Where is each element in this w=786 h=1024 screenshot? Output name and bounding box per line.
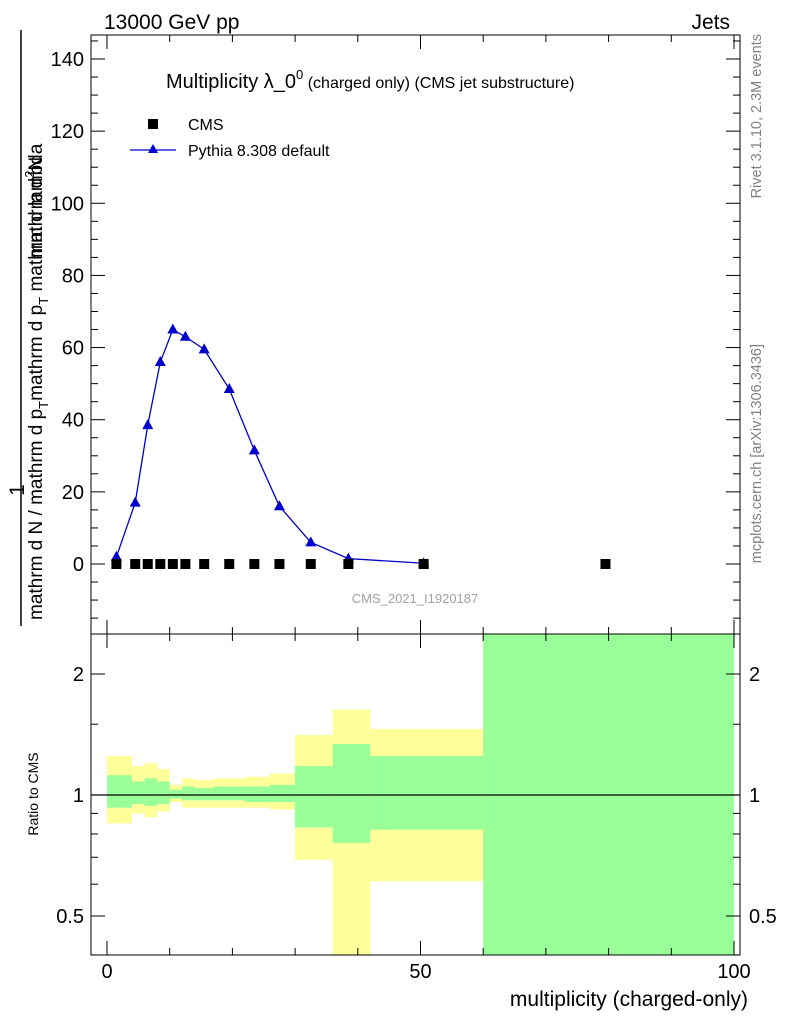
cms-point [305, 559, 316, 569]
ratio-band-green [107, 775, 120, 808]
analysis-watermark: CMS_2021_I1920187 [352, 591, 479, 606]
legend-cms-label: CMS [188, 117, 224, 134]
cms-point [167, 559, 178, 569]
cms-point [130, 559, 141, 569]
main-plot-panel: 0 20 40 60 80 100 120 140 Multiplicity λ_00 (ch… [6, 30, 741, 635]
main-ytick-label: 100 [51, 193, 84, 215]
pythia-point [154, 356, 166, 366]
x-axis-label: multiplicity (charged-only) [510, 988, 748, 1011]
ratio-xtick-label: 100 [717, 961, 750, 983]
ratio-ytick-label-right: 1 [749, 785, 760, 807]
ratio-band-green [213, 786, 245, 801]
ratio-band-green [370, 756, 484, 830]
pythia-point [110, 550, 122, 561]
ratio-band-green [244, 786, 271, 803]
cms-point [224, 559, 235, 569]
ratio-band-green [157, 781, 170, 804]
y-label-numerator: mathrm d2N [22, 157, 47, 258]
y-label-prefactor: 1 [6, 484, 29, 496]
ratio-band-green [132, 781, 145, 804]
cms-point [111, 559, 122, 569]
mcplots-label: mcplots.cern.ch [arXiv:1306.3436] [749, 344, 765, 563]
ratio-band-green [119, 775, 133, 808]
cms-point [249, 559, 260, 569]
cms-point [142, 559, 153, 569]
main-ytick-label: 20 [62, 482, 84, 504]
cms-point [199, 559, 210, 569]
pythia-point [305, 536, 317, 547]
ratio-ytick-label-right: 0.5 [749, 906, 777, 928]
header-energy-label: 13000 GeV pp [104, 11, 239, 34]
main-ytick-label: 140 [51, 49, 84, 71]
pythia-point [198, 343, 210, 354]
pythia-point [248, 444, 260, 455]
main-y-axis-ticks: 0 20 40 60 80 100 120 140 [51, 35, 740, 634]
pythia-point [167, 323, 179, 334]
ratio-ytick-label-left: 0.5 [56, 906, 84, 928]
main-plot-marks [110, 323, 611, 569]
cms-point [418, 559, 429, 569]
main-ytick-label: 0 [73, 554, 84, 576]
y-label-denominator: mathrm d N / mathrm d pTmathrm d pT math… [26, 143, 51, 620]
main-y-axis-label: 1 mathrm d N / mathrm d pTmathrm d pT ma… [6, 30, 51, 626]
pythia-point [273, 500, 285, 511]
plot-title: Multiplicity λ_00 (charged only) (CMS je… [166, 67, 574, 93]
pythia-point [179, 330, 191, 341]
pythia-point [129, 496, 141, 507]
header-process-label: Jets [691, 11, 730, 34]
cms-point [600, 559, 611, 569]
ratio-y-axis-label: Ratio to CMS [25, 752, 41, 835]
ratio-band-green [144, 778, 158, 806]
cms-point [180, 559, 191, 569]
legend: CMS Pythia 8.308 default [130, 117, 330, 160]
ratio-band-green [169, 789, 183, 799]
ratio-plot-bands [91, 634, 740, 955]
ratio-band-green [332, 743, 371, 843]
legend-cms-marker [148, 119, 158, 129]
ratio-band-green [295, 766, 333, 828]
ratio-ytick-label-left: 1 [73, 785, 84, 807]
ratio-band-green [194, 788, 214, 801]
main-ytick-label: 80 [62, 265, 84, 287]
main-ytick-label: 120 [51, 121, 84, 143]
ratio-ytick-label-right: 2 [749, 664, 760, 686]
ratio-xtick-label: 50 [409, 961, 431, 983]
ratio-ytick-label-left: 2 [73, 664, 84, 686]
ratio-band-green [182, 786, 195, 801]
legend-pythia-label: Pythia 8.308 default [188, 143, 330, 160]
ratio-axis-ticks: 0.5 0.5 1 1 2 2 0 50 100 [56, 634, 777, 983]
ratio-xtick-label: 0 [101, 961, 112, 983]
pythia-point [223, 383, 235, 394]
pythia-point [142, 419, 154, 430]
cms-point [343, 559, 354, 569]
cms-point [155, 559, 166, 569]
cms-point [274, 559, 285, 569]
main-ytick-label: 40 [62, 410, 84, 432]
legend-pythia-marker [148, 144, 158, 153]
rivet-label: Rivet 3.1.10, 2.3M events [749, 34, 765, 198]
ratio-plot-panel: 0.5 0.5 1 1 2 2 0 50 100 Ratio to CMS multiplici… [25, 633, 777, 1011]
ratio-band-green [270, 784, 296, 803]
main-ytick-label: 60 [62, 338, 84, 360]
